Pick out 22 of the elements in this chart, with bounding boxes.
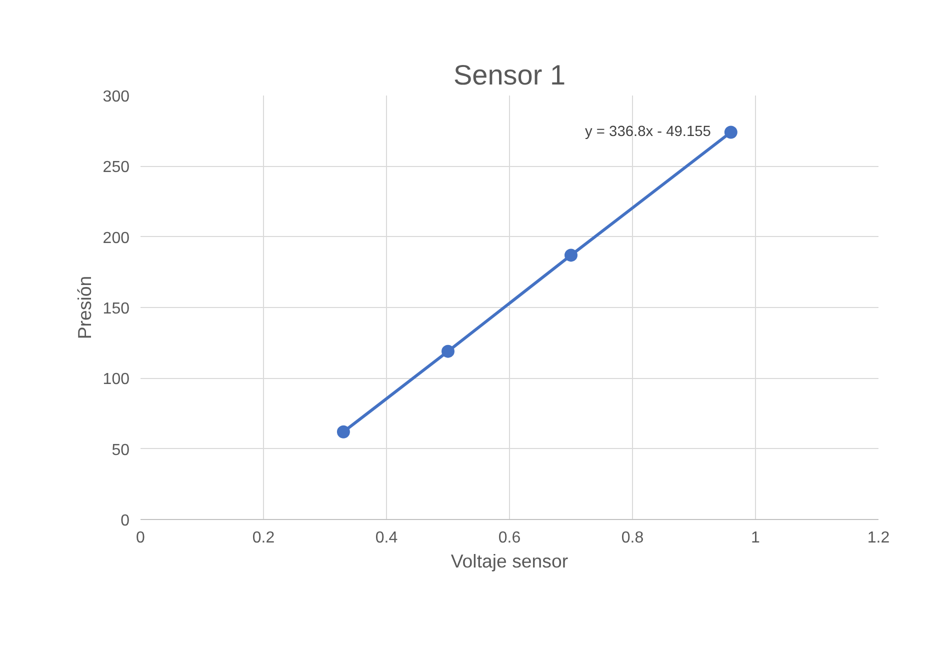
y-tick-label: 100 bbox=[102, 371, 130, 388]
point bbox=[564, 248, 578, 262]
y-tick-label: 200 bbox=[102, 230, 130, 247]
x-tick-label: 0.2 bbox=[252, 530, 275, 546]
y-tick-label: 0 bbox=[120, 512, 130, 530]
y-tick-label: 300 bbox=[102, 88, 130, 106]
y-tick-label: 250 bbox=[102, 159, 130, 176]
x-tick-label: 1 bbox=[751, 530, 760, 546]
y-tick-label: 150 bbox=[102, 300, 130, 318]
x-tick-label: 0.4 bbox=[375, 530, 398, 546]
x-tick-label: 0.6 bbox=[498, 530, 521, 546]
y-axis-title: Presión bbox=[74, 276, 95, 340]
x-tick-label: 0 bbox=[136, 530, 146, 546]
x-tick-label: 1.2 bbox=[867, 530, 890, 546]
y-tick-label: 50 bbox=[112, 442, 130, 459]
point bbox=[442, 344, 454, 358]
point bbox=[724, 126, 738, 139]
annotation: y = 336.8x - 49.155 bbox=[585, 124, 711, 140]
point bbox=[336, 425, 350, 438]
x-axis-title: Voltaje sensor bbox=[450, 550, 568, 572]
x-tick-label: 0.8 bbox=[621, 530, 644, 546]
chart-title: Sensor 1 bbox=[453, 60, 566, 90]
